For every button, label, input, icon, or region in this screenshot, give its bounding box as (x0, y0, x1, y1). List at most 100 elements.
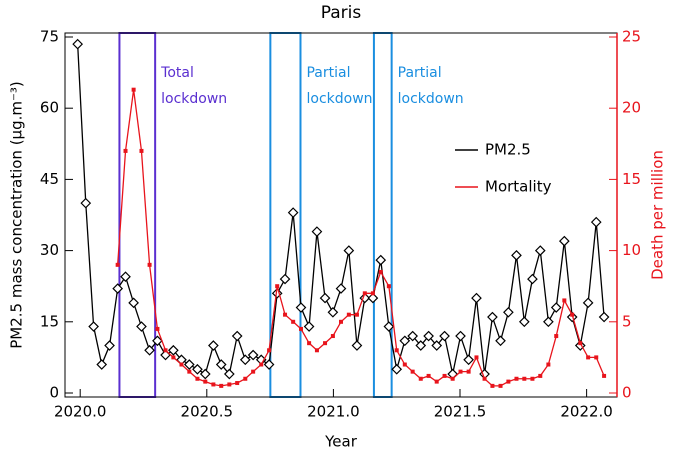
lockdown-label: Partial (398, 65, 442, 81)
point (295, 302, 307, 313)
point (474, 355, 479, 360)
point (179, 362, 184, 367)
series-line (117, 89, 605, 387)
point (359, 292, 371, 304)
point (534, 245, 546, 256)
point (482, 376, 487, 381)
point (527, 273, 538, 285)
lockdown-label: Partial (306, 65, 350, 81)
point (314, 348, 319, 353)
point (378, 269, 383, 274)
point (346, 312, 351, 317)
y-tick-label: 75 (40, 28, 59, 46)
lockdown-label: lockdown (161, 91, 227, 107)
point (514, 376, 519, 381)
point (415, 340, 427, 351)
point (115, 262, 120, 267)
point (147, 262, 152, 267)
point (367, 292, 379, 304)
point (267, 348, 272, 353)
point (339, 319, 343, 324)
point (271, 287, 283, 299)
point (506, 379, 511, 384)
point (227, 382, 232, 387)
point (522, 376, 527, 381)
point (335, 283, 347, 294)
point (291, 319, 296, 324)
point (402, 362, 407, 367)
point (399, 335, 411, 347)
point (192, 363, 203, 375)
y-axis-label: PM2.5 mass concentration (μg.m⁻³) (8, 81, 26, 349)
point (168, 344, 179, 356)
y2-tick-label: 15 (622, 170, 641, 188)
point (243, 376, 248, 381)
point (287, 207, 299, 218)
point (131, 87, 136, 92)
point (120, 271, 131, 283)
y2-tick-label: 10 (622, 241, 641, 259)
x-tick-label: 2020.5 (181, 403, 234, 421)
lockdown-label: lockdown (398, 91, 464, 107)
point (104, 340, 115, 351)
point (466, 369, 471, 374)
y-tick-label: 45 (40, 170, 59, 188)
point (455, 330, 466, 342)
point (450, 376, 455, 381)
point (247, 349, 259, 361)
point (511, 249, 522, 261)
point (298, 326, 303, 331)
point (562, 298, 567, 303)
point (251, 369, 256, 374)
lockdown-box (372, 32, 393, 398)
point (112, 283, 124, 294)
y2-tick-label: 20 (622, 99, 641, 117)
x-tick-label: 2021.0 (307, 403, 360, 421)
point (283, 312, 288, 317)
point (570, 312, 575, 317)
plot-frame (64, 32, 618, 398)
point (495, 335, 506, 347)
point (259, 362, 264, 367)
point (594, 355, 599, 360)
point (530, 376, 535, 381)
y-tick-label: 60 (40, 99, 59, 117)
point (279, 273, 291, 285)
point (144, 344, 155, 356)
point (410, 369, 415, 374)
point (426, 373, 431, 378)
point (463, 354, 474, 366)
lockdown-label: lockdown (306, 91, 372, 107)
point (370, 291, 375, 296)
x-tick-label: 2022.0 (560, 403, 613, 421)
point (538, 373, 543, 378)
y2-tick-label: 5 (622, 312, 632, 330)
point (307, 341, 312, 346)
point (386, 284, 391, 289)
chart-title: Paris (321, 3, 362, 23)
point (487, 311, 498, 323)
point (323, 341, 328, 346)
point (558, 235, 570, 247)
y2-axis-label: Death per million (649, 150, 667, 280)
point (518, 316, 530, 328)
point (375, 254, 387, 266)
x-tick-label: 2021.5 (434, 403, 487, 421)
legend-label: Mortality (485, 178, 552, 196)
point (471, 292, 482, 304)
point (543, 316, 554, 328)
point (383, 321, 395, 332)
point (362, 291, 367, 296)
point (458, 369, 463, 374)
point (434, 379, 439, 384)
point (215, 359, 227, 370)
point (546, 362, 551, 367)
point (598, 311, 610, 323)
point (442, 373, 447, 378)
y2-tick-label: 25 (622, 28, 641, 46)
point (128, 297, 139, 309)
legend-label: PM2.5 (485, 141, 531, 159)
point (275, 284, 280, 289)
point (136, 321, 147, 332)
